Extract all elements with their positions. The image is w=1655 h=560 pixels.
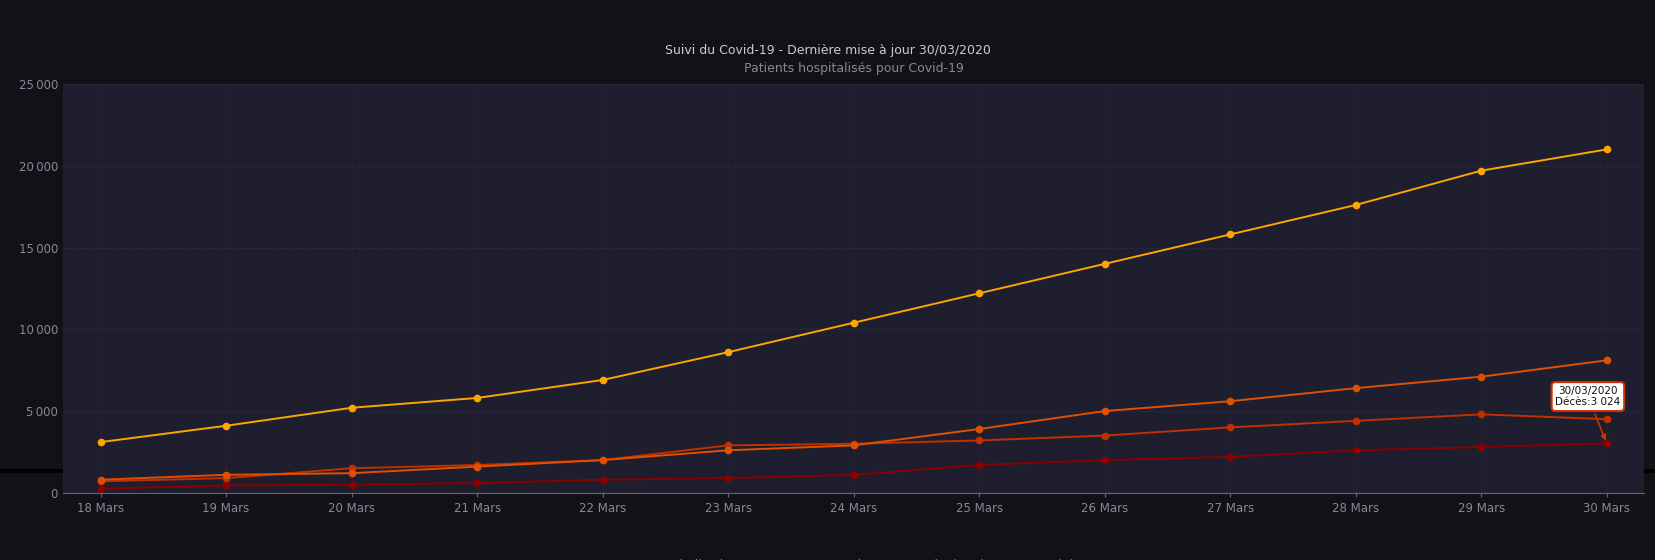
Text: Version Desktop: Version Desktop [776, 132, 879, 142]
Text: Suivi du Covid-19 - Dernière mise à jour 30/03/2020: Suivi du Covid-19 - Dernière mise à jour… [665, 44, 990, 57]
Title: Patients hospitalisés pour Covid-19: Patients hospitalisés pour Covid-19 [743, 62, 963, 74]
Legend: Hospitalisations, Retours au dom., Réanimations, Décès: Hospitalisations, Retours au dom., Réani… [619, 554, 1087, 560]
Text: 30/03/2020
Décès:3 024: 30/03/2020 Décès:3 024 [1554, 386, 1620, 439]
